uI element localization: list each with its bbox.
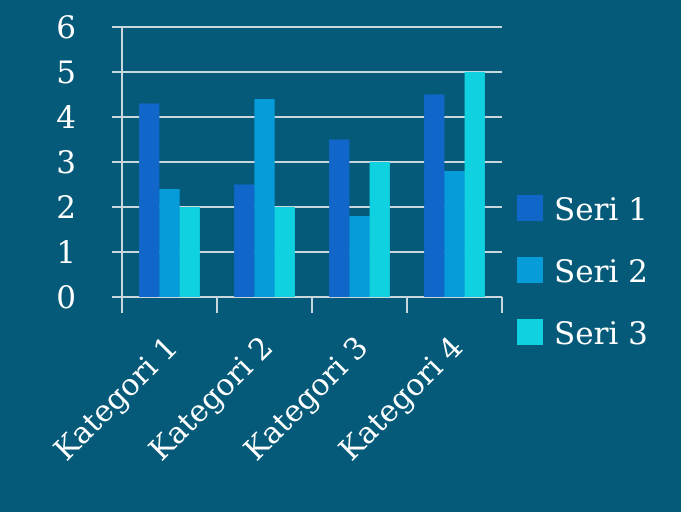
bars: [139, 72, 485, 297]
bar-seri-3-4: [464, 72, 485, 297]
legend-swatch: [517, 195, 543, 221]
bar-seri-1-4: [424, 94, 445, 297]
bar-seri-2-3: [349, 216, 370, 297]
legend-label: Seri 1: [554, 192, 648, 228]
y-tick-label: 6: [56, 10, 76, 46]
y-tick-label: 2: [56, 190, 76, 226]
bar-seri-1-1: [139, 103, 160, 297]
legend-label: Seri 3: [554, 316, 648, 352]
legend: Seri 1 Seri 2 Seri 3: [517, 192, 648, 352]
y-tick-labels: 0 1 2 3 4 5 6: [56, 10, 76, 316]
legend-swatch: [517, 257, 543, 283]
bar-seri-2-2: [254, 99, 275, 297]
y-tick-label: 5: [56, 55, 76, 91]
legend-swatch: [517, 319, 543, 345]
bar-seri-1-2: [234, 184, 255, 297]
legend-label: Seri 2: [554, 254, 648, 290]
y-tick-label: 1: [56, 235, 76, 271]
y-tick-label: 0: [56, 280, 76, 316]
axes: [112, 26, 503, 313]
bar-seri-3-2: [274, 207, 295, 297]
y-tick-label: 3: [56, 145, 76, 181]
bar-seri-3-1: [179, 207, 200, 297]
bar-seri-3-3: [369, 162, 390, 297]
y-tick-label: 4: [56, 100, 76, 136]
bar-seri-2-1: [159, 189, 180, 297]
bar-seri-2-4: [444, 171, 465, 297]
bar-seri-1-3: [329, 139, 350, 297]
